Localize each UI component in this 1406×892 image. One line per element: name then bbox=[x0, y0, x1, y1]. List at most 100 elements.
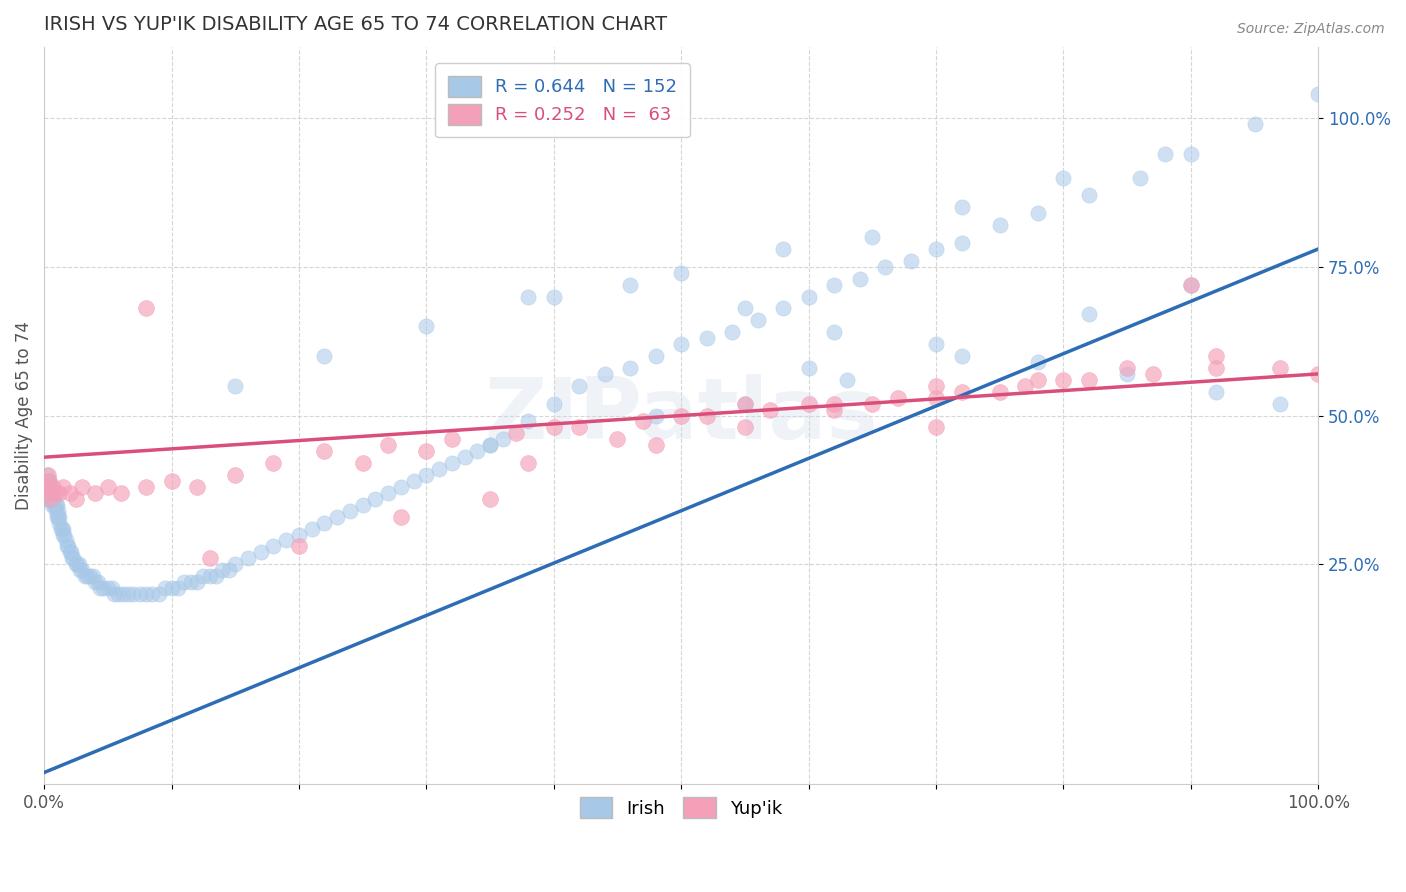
Point bbox=[1116, 367, 1139, 381]
Point bbox=[55, 533, 77, 548]
Point bbox=[1026, 373, 1049, 387]
Point bbox=[52, 480, 75, 494]
Point bbox=[734, 420, 756, 434]
Point bbox=[772, 242, 794, 256]
Point bbox=[103, 587, 125, 601]
Point bbox=[696, 409, 718, 423]
Point bbox=[79, 569, 101, 583]
Point bbox=[42, 491, 65, 506]
Point bbox=[352, 498, 374, 512]
Point bbox=[644, 409, 666, 423]
Point bbox=[76, 569, 98, 583]
Point bbox=[734, 397, 756, 411]
Point bbox=[53, 527, 76, 541]
Point bbox=[65, 491, 87, 506]
Point bbox=[440, 456, 463, 470]
Point bbox=[900, 253, 922, 268]
Point bbox=[186, 575, 208, 590]
Point bbox=[1205, 384, 1227, 399]
Point bbox=[1180, 277, 1202, 292]
Point bbox=[39, 491, 62, 506]
Point bbox=[377, 486, 399, 500]
Point bbox=[479, 438, 502, 452]
Point bbox=[453, 450, 475, 465]
Point bbox=[1154, 146, 1177, 161]
Point bbox=[186, 480, 208, 494]
Point bbox=[41, 486, 63, 500]
Point bbox=[35, 486, 58, 500]
Point bbox=[415, 319, 437, 334]
Point bbox=[734, 301, 756, 316]
Point bbox=[193, 569, 215, 583]
Point bbox=[58, 486, 80, 500]
Point bbox=[517, 415, 540, 429]
Point bbox=[97, 480, 120, 494]
Point bbox=[72, 563, 94, 577]
Point bbox=[352, 456, 374, 470]
Point bbox=[492, 433, 515, 447]
Point bbox=[52, 522, 75, 536]
Point bbox=[860, 230, 883, 244]
Point bbox=[60, 551, 83, 566]
Point bbox=[135, 301, 157, 316]
Point bbox=[1077, 373, 1099, 387]
Point bbox=[135, 587, 157, 601]
Point bbox=[128, 587, 150, 601]
Text: IRISH VS YUP'IK DISABILITY AGE 65 TO 74 CORRELATION CHART: IRISH VS YUP'IK DISABILITY AGE 65 TO 74 … bbox=[44, 15, 668, 34]
Point bbox=[823, 397, 845, 411]
Point bbox=[46, 509, 69, 524]
Point bbox=[1268, 397, 1291, 411]
Point bbox=[1116, 361, 1139, 376]
Point bbox=[314, 349, 336, 363]
Point bbox=[48, 509, 70, 524]
Point bbox=[141, 587, 163, 601]
Point bbox=[42, 486, 65, 500]
Point bbox=[35, 468, 58, 483]
Point bbox=[58, 540, 80, 554]
Point bbox=[38, 486, 60, 500]
Point bbox=[135, 480, 157, 494]
Point bbox=[173, 575, 195, 590]
Point bbox=[860, 397, 883, 411]
Point bbox=[479, 491, 502, 506]
Point bbox=[48, 516, 70, 530]
Point bbox=[48, 486, 70, 500]
Point bbox=[797, 361, 820, 376]
Point bbox=[1077, 188, 1099, 202]
Point bbox=[39, 480, 62, 494]
Point bbox=[262, 540, 284, 554]
Text: Source: ZipAtlas.com: Source: ZipAtlas.com bbox=[1237, 22, 1385, 37]
Point bbox=[160, 581, 183, 595]
Point bbox=[925, 337, 948, 351]
Point bbox=[568, 420, 591, 434]
Point bbox=[56, 540, 79, 554]
Point bbox=[89, 581, 111, 595]
Point bbox=[479, 438, 502, 452]
Point bbox=[1026, 355, 1049, 369]
Point bbox=[82, 569, 104, 583]
Point bbox=[314, 444, 336, 458]
Point bbox=[37, 468, 59, 483]
Point bbox=[288, 527, 311, 541]
Point bbox=[887, 391, 910, 405]
Y-axis label: Disability Age 65 to 74: Disability Age 65 to 74 bbox=[15, 321, 32, 510]
Point bbox=[44, 498, 66, 512]
Point bbox=[1268, 361, 1291, 376]
Point bbox=[198, 551, 221, 566]
Point bbox=[67, 558, 90, 572]
Point bbox=[669, 337, 692, 351]
Point bbox=[669, 409, 692, 423]
Point bbox=[58, 545, 80, 559]
Point bbox=[224, 379, 246, 393]
Point bbox=[59, 545, 82, 559]
Point bbox=[84, 486, 107, 500]
Point bbox=[112, 587, 135, 601]
Point bbox=[1052, 373, 1074, 387]
Point bbox=[276, 533, 298, 548]
Point bbox=[619, 361, 641, 376]
Point bbox=[1205, 361, 1227, 376]
Point bbox=[950, 349, 973, 363]
Point bbox=[35, 486, 58, 500]
Point bbox=[465, 444, 488, 458]
Point bbox=[38, 480, 60, 494]
